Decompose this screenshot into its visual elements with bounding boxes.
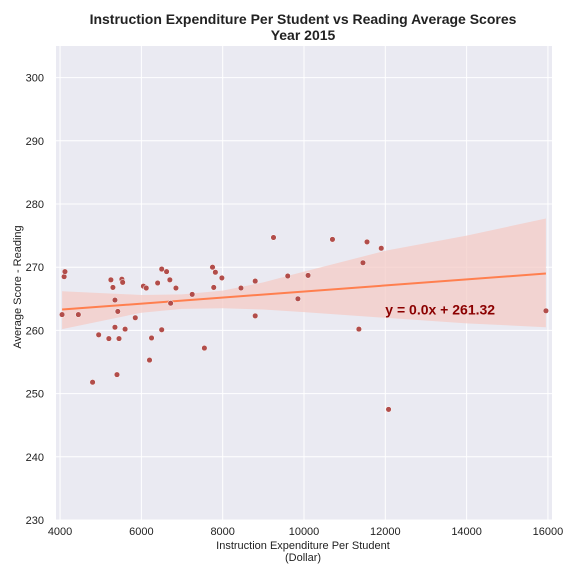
y-tick-label: 270 — [26, 262, 44, 274]
chart-title: Instruction Expenditure Per Student vs R… — [90, 11, 517, 27]
gridlines — [56, 46, 552, 521]
data-point — [59, 311, 66, 318]
data-point — [218, 274, 225, 281]
y-tick-label: 300 — [26, 73, 44, 85]
data-point — [158, 326, 165, 333]
data-point — [542, 307, 549, 314]
y-tick-label: 260 — [26, 325, 44, 337]
chart-subtitle: Year 2015 — [271, 27, 336, 43]
data-point — [270, 234, 277, 241]
data-point — [119, 279, 126, 286]
data-point — [252, 312, 259, 319]
x-tick-label: 12000 — [370, 526, 401, 538]
data-point — [111, 297, 119, 304]
data-point — [212, 269, 219, 276]
data-point — [115, 335, 123, 342]
data-point — [201, 345, 208, 352]
regression-line — [62, 272, 546, 311]
scatter-points — [59, 234, 549, 413]
y-tick-label: 280 — [26, 199, 44, 211]
x-axis-ticks: 4000 6000 8000 10000 12000 14000 16000 — [48, 526, 563, 538]
data-point — [329, 236, 336, 243]
data-point — [114, 308, 121, 315]
y-tick-label: 290 — [26, 136, 44, 148]
y-axis-label: Average Score - Reading — [12, 225, 24, 348]
data-point — [294, 295, 301, 302]
data-point — [61, 268, 68, 275]
data-point — [122, 326, 129, 333]
data-point — [378, 245, 385, 252]
data-point — [189, 291, 196, 298]
data-point — [61, 273, 68, 280]
data-point — [210, 284, 217, 291]
data-point — [166, 276, 173, 283]
y-tick-label: 250 — [26, 389, 44, 401]
x-tick-label: 14000 — [451, 526, 482, 538]
data-point — [209, 264, 216, 271]
data-point — [107, 276, 114, 283]
y-tick-label: 230 — [26, 515, 44, 527]
data-point — [154, 279, 161, 287]
data-point — [89, 379, 96, 386]
data-point — [146, 357, 153, 364]
x-tick-label: 6000 — [129, 526, 153, 538]
data-point — [105, 335, 112, 342]
data-point — [113, 371, 121, 378]
x-tick-label: 10000 — [289, 526, 320, 538]
x-tick-label: 8000 — [210, 526, 234, 538]
data-point — [148, 334, 155, 342]
data-point — [385, 406, 392, 413]
data-point — [172, 285, 179, 292]
data-point — [158, 266, 165, 273]
x-tick-label: 4000 — [48, 526, 72, 538]
data-point — [109, 284, 116, 291]
data-point — [143, 285, 150, 292]
data-point — [75, 311, 82, 318]
data-point — [363, 238, 371, 245]
data-point — [237, 285, 245, 292]
data-point — [163, 268, 170, 275]
regression-equation: y = 0.0x + 261.32 — [385, 302, 495, 318]
y-tick-label: 240 — [26, 452, 44, 464]
data-point — [305, 272, 312, 279]
data-point — [111, 324, 119, 331]
x-axis-label: Instruction Expenditure Per Student — [216, 540, 390, 552]
data-point — [95, 331, 102, 338]
data-point — [167, 300, 174, 307]
data-point — [284, 272, 291, 280]
data-point — [359, 259, 367, 266]
x-tick-label: 16000 — [533, 526, 564, 538]
data-point — [132, 314, 139, 321]
x-axis-unit: (Dollar) — [285, 552, 321, 564]
data-point — [355, 326, 362, 333]
y-axis-ticks: 230 240 250 260 270 280 290 300 — [26, 73, 44, 527]
data-point — [252, 278, 259, 285]
